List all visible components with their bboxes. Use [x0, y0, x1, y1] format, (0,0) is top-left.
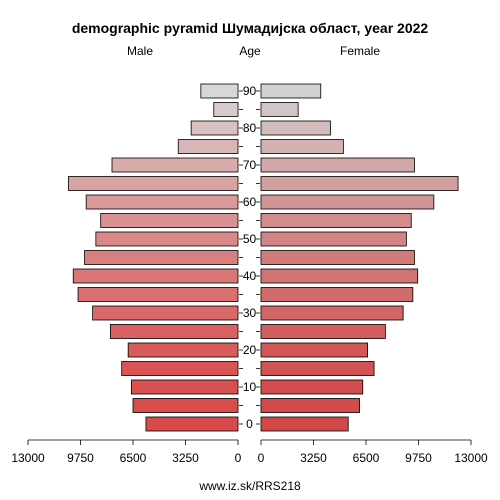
age-label: Age	[239, 44, 261, 58]
x-tick-label-male: 3250	[172, 451, 199, 465]
male-bar-5-9	[132, 398, 239, 413]
age-tick-label: 10	[243, 380, 257, 394]
male-bar-15-19	[121, 361, 239, 376]
male-bar-60-64	[85, 194, 239, 210]
x-tick-label-male: 9750	[67, 451, 94, 465]
age-tick-label: 70	[243, 158, 257, 172]
male-bar-35-39	[77, 287, 239, 302]
x-tick-label-female: 0	[258, 451, 265, 465]
male-bar-10-14	[130, 379, 239, 395]
female-bar-40-44	[260, 268, 419, 284]
male-bar-80-84	[190, 120, 239, 136]
male-bar-90+	[200, 83, 239, 99]
male-label: Male	[127, 44, 153, 58]
age-tick-label: 20	[243, 343, 257, 357]
female-bar-0-4	[260, 416, 349, 432]
female-bar-80-84	[260, 120, 331, 136]
x-axis-male: 13000 9750 6500 3250 0	[11, 439, 242, 465]
female-bar-90+	[260, 83, 322, 99]
female-label: Female	[340, 44, 380, 58]
female-bars	[260, 83, 459, 432]
female-bar-70-74	[260, 157, 415, 173]
x-axis-female: 0 3250 6500 9750 13000	[258, 439, 488, 465]
male-bar-30-34	[92, 305, 239, 321]
female-bar-35-39	[260, 287, 414, 302]
male-bar-65-69	[67, 176, 239, 191]
age-tick-label: 50	[243, 232, 257, 246]
age-tick-label: 80	[243, 121, 257, 135]
age-tick-label: 40	[243, 269, 257, 283]
male-bar-55-59	[100, 213, 239, 228]
female-bar-20-24	[260, 342, 369, 358]
x-tick-label-male: 6500	[120, 451, 147, 465]
female-bar-65-69	[260, 176, 459, 191]
age-tick-label: 90	[243, 84, 257, 98]
male-bar-85-89	[213, 102, 239, 117]
x-tick-label-female: 3250	[300, 451, 327, 465]
age-tick-label: 60	[243, 195, 257, 209]
female-bar-5-9	[260, 398, 360, 413]
female-bar-30-34	[260, 305, 404, 321]
age-tick-label: 30	[243, 306, 257, 320]
male-bar-40-44	[72, 268, 239, 284]
female-bar-75-79	[260, 139, 344, 154]
male-bar-70-74	[111, 157, 239, 173]
female-bar-10-14	[260, 379, 364, 395]
x-tick-label-female: 6500	[353, 451, 380, 465]
x-tick-label-female: 9750	[405, 451, 432, 465]
x-tick-label-female: 13000	[454, 451, 488, 465]
female-bar-60-64	[260, 194, 435, 210]
female-bar-45-49	[260, 250, 415, 265]
female-bar-25-29	[260, 324, 386, 339]
male-bar-75-79	[177, 139, 239, 154]
female-bar-55-59	[260, 213, 412, 228]
age-tick-label: 0	[246, 417, 253, 431]
male-bar-20-24	[127, 342, 239, 358]
female-bar-85-89	[260, 102, 299, 117]
chart-title: demographic pyramid Шумадијска област, y…	[72, 20, 429, 36]
female-bar-15-19	[260, 361, 375, 376]
male-bar-50-54	[95, 231, 239, 247]
male-bar-45-49	[84, 250, 239, 265]
x-tick-label-male: 0	[235, 451, 242, 465]
x-tick-label-male: 13000	[11, 451, 45, 465]
female-bar-50-54	[260, 231, 407, 247]
male-bars	[67, 83, 239, 432]
male-bar-25-29	[109, 324, 239, 339]
male-bar-0-4	[145, 416, 239, 432]
footer-source: www.iz.sk/RRS218	[198, 479, 301, 493]
age-axis: 0 10 20 30 40 50 60 70 80 90	[239, 84, 260, 431]
